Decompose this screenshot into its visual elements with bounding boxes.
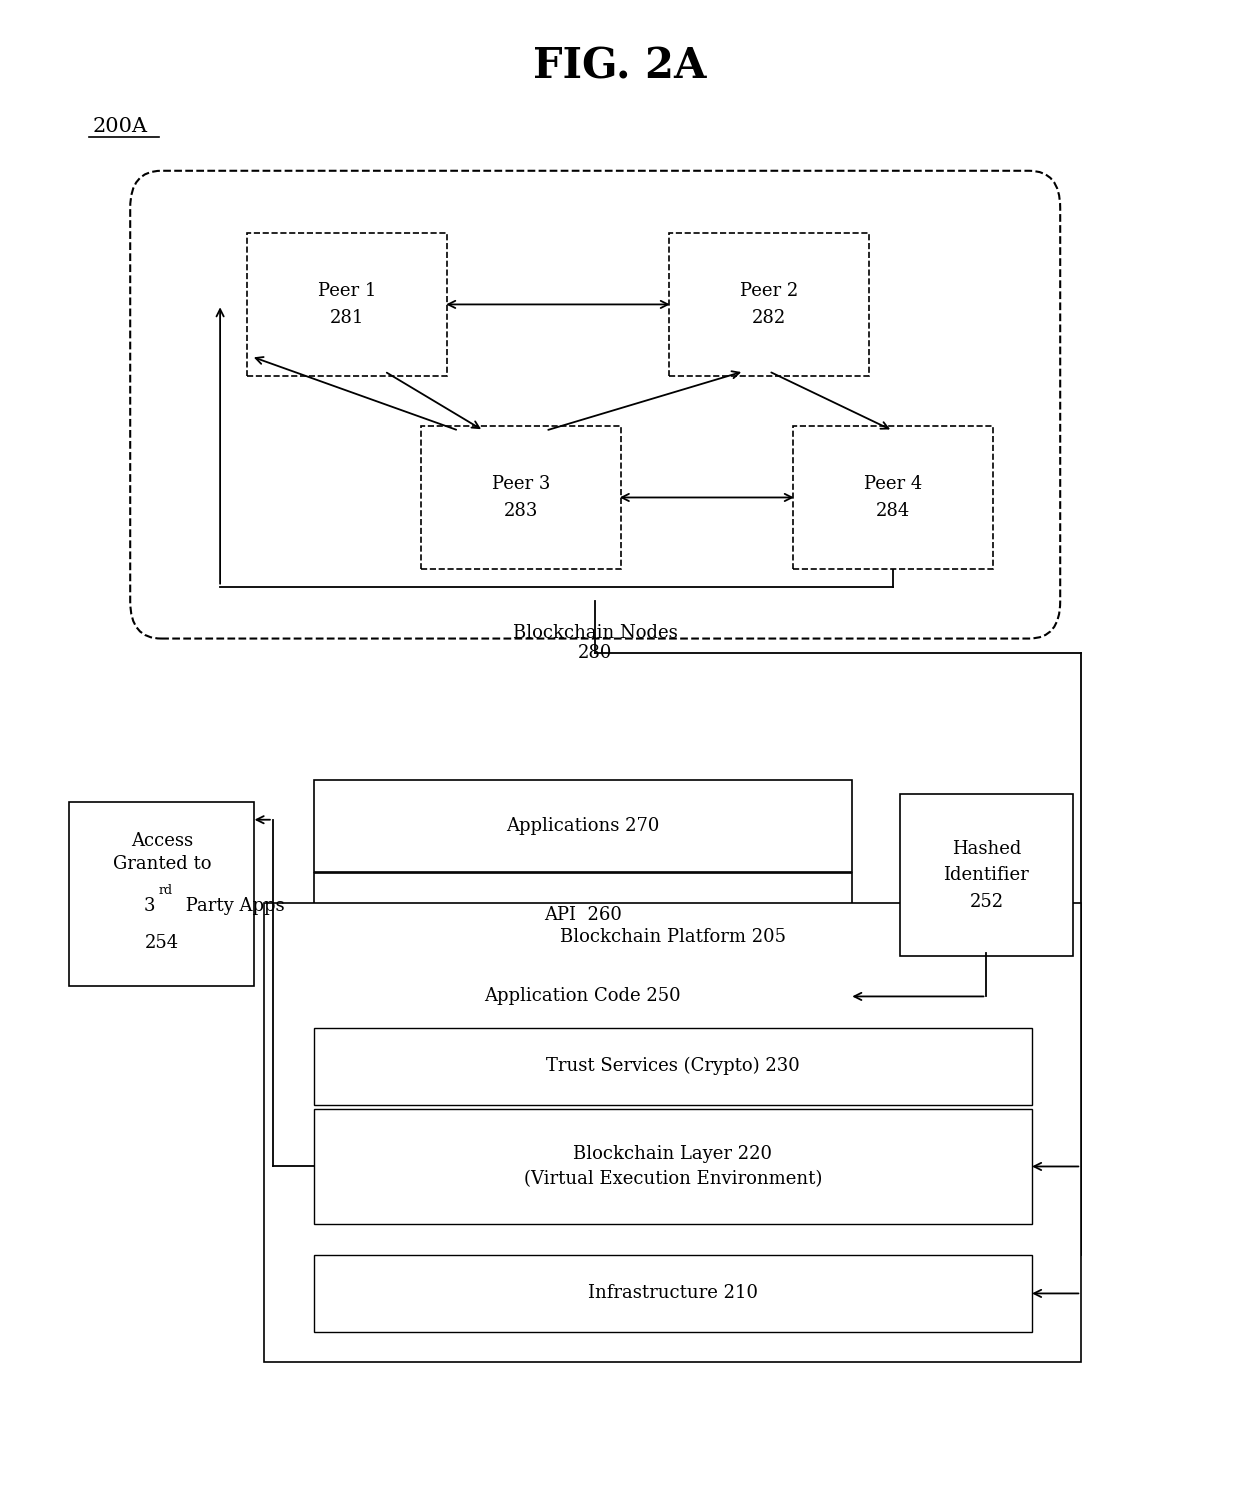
Text: Infrastructure 210: Infrastructure 210: [588, 1285, 758, 1302]
FancyBboxPatch shape: [69, 802, 254, 986]
FancyBboxPatch shape: [794, 426, 992, 569]
FancyBboxPatch shape: [900, 794, 1073, 956]
Text: Blockchain Layer 220
(Virtual Execution Environment): Blockchain Layer 220 (Virtual Execution …: [523, 1145, 822, 1188]
Text: 200A: 200A: [93, 117, 148, 135]
FancyBboxPatch shape: [314, 1028, 1032, 1105]
Text: Blockchain Platform 205: Blockchain Platform 205: [559, 928, 786, 946]
Text: rd: rd: [159, 884, 172, 897]
FancyBboxPatch shape: [248, 233, 448, 376]
Text: Trust Services (Crypto) 230: Trust Services (Crypto) 230: [546, 1057, 800, 1075]
Text: Party Apps: Party Apps: [181, 897, 285, 915]
FancyBboxPatch shape: [670, 233, 868, 376]
FancyBboxPatch shape: [314, 1109, 1032, 1224]
Text: Peer 1
281: Peer 1 281: [317, 282, 377, 327]
Text: Applications 270: Applications 270: [506, 817, 660, 835]
Text: Peer 4
284: Peer 4 284: [864, 475, 921, 520]
Text: Hashed
Identifier
252: Hashed Identifier 252: [944, 841, 1029, 910]
FancyBboxPatch shape: [314, 873, 852, 956]
Text: Peer 3
283: Peer 3 283: [491, 475, 551, 520]
FancyBboxPatch shape: [264, 903, 1081, 1362]
FancyBboxPatch shape: [314, 958, 852, 1035]
Text: API  260: API 260: [544, 906, 621, 924]
Text: Access
Granted to: Access Granted to: [113, 832, 211, 873]
Text: FIG. 2A: FIG. 2A: [533, 46, 707, 88]
Text: 254: 254: [145, 934, 179, 952]
FancyBboxPatch shape: [314, 780, 852, 872]
Text: 3: 3: [144, 897, 156, 915]
Text: Peer 2
282: Peer 2 282: [740, 282, 797, 327]
Text: Blockchain Nodes
280: Blockchain Nodes 280: [513, 624, 677, 662]
FancyBboxPatch shape: [420, 426, 620, 569]
Text: Application Code 250: Application Code 250: [485, 988, 681, 1005]
FancyBboxPatch shape: [314, 1255, 1032, 1332]
FancyBboxPatch shape: [130, 171, 1060, 639]
